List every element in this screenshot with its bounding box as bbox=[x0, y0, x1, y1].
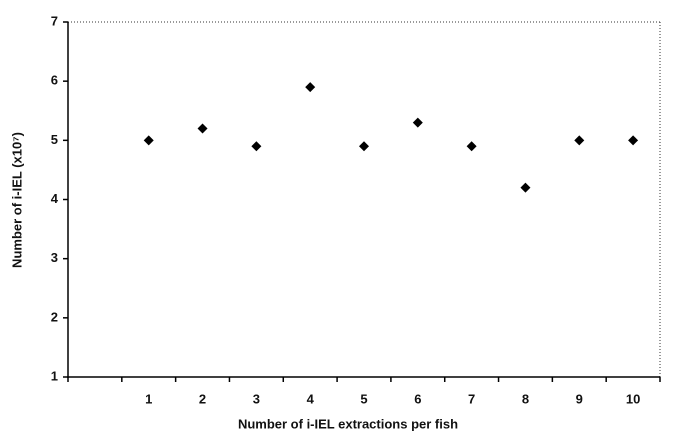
x-tick-label: 1 bbox=[145, 391, 152, 406]
point bbox=[197, 123, 208, 134]
y-tick-label: 1 bbox=[51, 368, 58, 383]
point bbox=[305, 82, 316, 93]
y-axis-title: Number of i-IEL (x10⁷) bbox=[9, 132, 24, 268]
x-tick-label: 9 bbox=[576, 391, 583, 406]
x-tick-label: 8 bbox=[522, 391, 529, 406]
point bbox=[412, 117, 423, 128]
y-tick-label: 5 bbox=[51, 132, 58, 147]
x-tick-label: 6 bbox=[414, 391, 421, 406]
point bbox=[520, 182, 531, 193]
y-tick-label: 6 bbox=[51, 73, 58, 88]
x-tick-label: 2 bbox=[199, 391, 206, 406]
x-tick-label: 5 bbox=[360, 391, 367, 406]
point bbox=[143, 135, 154, 146]
y-tick-label: 4 bbox=[51, 191, 59, 206]
point bbox=[466, 141, 477, 152]
point bbox=[628, 135, 639, 146]
point bbox=[251, 141, 262, 152]
x-axis-title: Number of i-IEL extractions per fish bbox=[238, 416, 458, 431]
y-tick-label: 3 bbox=[51, 250, 58, 265]
y-tick-label: 7 bbox=[51, 13, 58, 28]
point bbox=[574, 135, 585, 146]
point bbox=[359, 141, 369, 152]
x-tick-label: 10 bbox=[626, 391, 640, 406]
x-tick-label: 3 bbox=[253, 391, 260, 406]
x-tick-label: 4 bbox=[307, 391, 315, 406]
x-tick-label: 7 bbox=[468, 391, 475, 406]
y-tick-label: 2 bbox=[51, 309, 58, 324]
